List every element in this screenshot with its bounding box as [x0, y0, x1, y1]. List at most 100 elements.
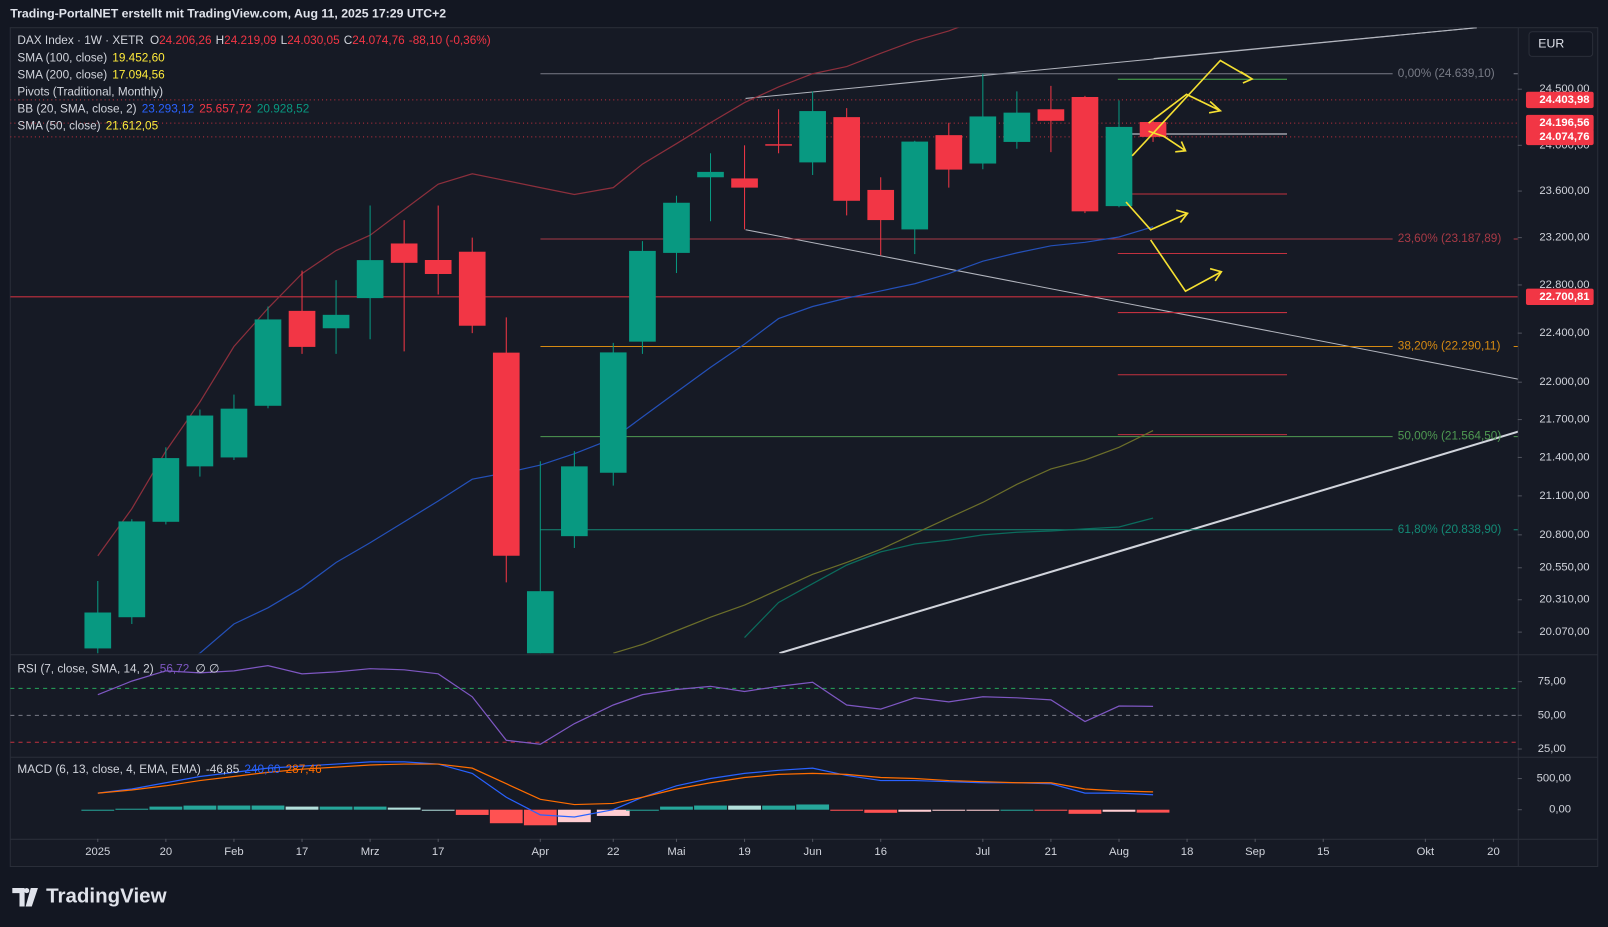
legend-name: SMA (100, close) [17, 52, 107, 65]
candle-body [118, 521, 146, 618]
change: -88,10 (-0,36%) [409, 34, 491, 47]
macd-histogram-bar [932, 809, 966, 811]
projection-arrows [1125, 59, 1254, 293]
macd-pane [81, 761, 1170, 826]
x-tick-label: 22 [607, 846, 620, 858]
macd-histogram-bar [966, 809, 1000, 811]
fib-label: 50,00% (21.564,50) [1398, 430, 1502, 443]
rsi-tick-label: 50,00 [1538, 709, 1566, 721]
overlay-line [97, 27, 960, 557]
legend-row: Pivots (Traditional, Monthly) [17, 86, 163, 99]
candle-body [152, 458, 180, 522]
macd-histogram-bar [455, 809, 489, 815]
macd-value: 287,46 [286, 763, 322, 776]
macd-histogram-bar [421, 809, 455, 811]
ohlc-key: L [281, 34, 288, 47]
macd-histogram-bar [1068, 809, 1102, 814]
macd-title: MACD (6, 13, close, 4, EMA, EMA) -46,85 24… [17, 763, 322, 776]
ohlc-key: C [344, 34, 353, 47]
x-tick-label: Jun [804, 846, 822, 858]
currency[interactable]: EUR [1538, 36, 1564, 50]
y-tick-label: 20.310,00 [1539, 594, 1589, 606]
ohlc-value: 24.074,76 [352, 34, 405, 47]
y-tick-label: 21.400,00 [1539, 451, 1589, 463]
candle-body [288, 310, 316, 347]
macd-line [97, 761, 1154, 818]
x-tick-label: Sep [1245, 846, 1265, 858]
macd-histogram-bar [762, 805, 796, 810]
x-tick-label: Aug [1109, 846, 1129, 858]
ohlc-value: 24.030,05 [287, 34, 340, 47]
macd-histogram-bar [626, 809, 659, 811]
candle-body [599, 352, 627, 473]
legend-value: 19.452,60 [112, 52, 165, 65]
trend-line [1153, 27, 1477, 59]
candle-body [867, 189, 895, 221]
price-label: 24.196,56 [1539, 117, 1589, 129]
caption: Trading-PortalNET erstellt mit TradingVi… [10, 7, 446, 21]
arrow [1148, 93, 1223, 124]
candle-body [84, 612, 112, 649]
rsi-title: RSI (7, close, SMA, 14, 2) 56,72 ∅ ∅ [17, 663, 219, 676]
candle-body [220, 408, 248, 458]
y-tick-label: 22.400,00 [1539, 327, 1589, 339]
rsi-extra: ∅ ∅ [195, 663, 219, 676]
macd-histogram-bar [898, 809, 932, 812]
macd-histogram-bar [115, 808, 149, 810]
candle-body [1105, 126, 1133, 207]
y-tick-label: 23.200,00 [1539, 232, 1589, 244]
x-tick-label: 21 [1045, 846, 1058, 858]
candle-body [424, 259, 452, 274]
fib-label: 38,20% (22.290,11) [1398, 340, 1501, 353]
currency-box[interactable] [1528, 31, 1594, 57]
macd-histogram-bar [149, 806, 183, 810]
macd-tick-label: 500,00 [1537, 773, 1571, 785]
candle-body [1071, 96, 1099, 212]
legend-name: SMA (50, close) [17, 120, 100, 133]
macd-histogram-bar [489, 809, 523, 824]
fib-label: 0,00% (24.639,10) [1398, 67, 1495, 80]
price-label: 24.403,98 [1539, 94, 1589, 106]
macd-histogram-bar [596, 809, 630, 816]
macd-histogram-bar [1000, 809, 1034, 811]
macd-histogram-bar [523, 809, 557, 826]
candle-body [561, 466, 588, 537]
legend-row: SMA (50, close) 21.612,05 [17, 120, 158, 133]
candle-body [663, 202, 690, 253]
macd-histogram-bar [81, 809, 115, 811]
legend-value: 23.293,12 [142, 103, 194, 116]
y-tick-label: 21.100,00 [1539, 490, 1589, 502]
candle-body [731, 178, 758, 188]
candle-body [799, 111, 826, 163]
candle-body [697, 171, 724, 178]
macd-histogram-bar [1102, 809, 1136, 812]
macd-histogram-bar [1034, 809, 1068, 811]
fib-label: 23,60% (23.187,89) [1398, 232, 1502, 245]
x-tick-label: Feb [224, 846, 243, 858]
main-pane: 0,00% (24.639,10) 23,60% (23.187,89) 38,20… [10, 27, 1518, 654]
macd-histogram-bar [183, 805, 217, 810]
fib-label: 61,80% (20.838,90) [1398, 523, 1502, 536]
price-label: 24.074,76 [1539, 131, 1589, 143]
x-tick-label: 15 [1317, 846, 1330, 858]
logo: TradingView [12, 885, 167, 908]
candle-body [322, 314, 350, 329]
macd-histogram-bar [319, 806, 353, 810]
legend-row: SMA (100, close) 19.452,60 [17, 52, 165, 65]
rsi-tick-label: 75,00 [1538, 676, 1566, 688]
legend-value: 21.612,05 [106, 120, 159, 133]
candle-body [186, 415, 214, 467]
candle-body [1037, 109, 1065, 121]
rsi-name: RSI (7, close, SMA, 14, 2) [17, 663, 153, 676]
legend-value: 20.928,52 [257, 103, 309, 116]
macd-tick-label: 0,00 [1549, 804, 1571, 816]
macd-histogram-bar [796, 804, 830, 810]
macd-histogram-bar [387, 807, 421, 810]
macd-histogram-bar [217, 805, 251, 810]
signal-line [97, 763, 1154, 806]
x-tick-label: 18 [1181, 846, 1194, 858]
x-tick-label: 20 [160, 846, 173, 858]
overlay-line [744, 517, 1154, 638]
price-label-box [1525, 114, 1594, 132]
